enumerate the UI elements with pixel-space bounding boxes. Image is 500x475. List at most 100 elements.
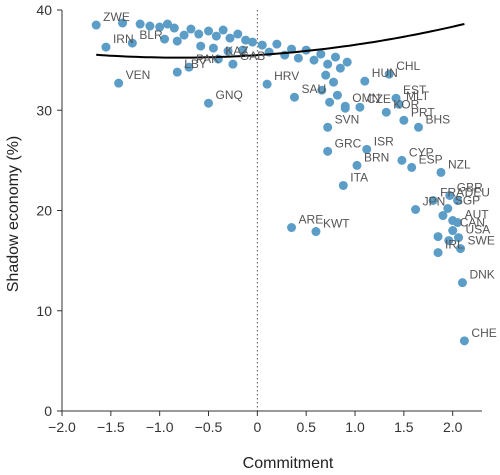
data-point (453, 218, 463, 228)
point-label: KWT (323, 217, 350, 231)
data-point (160, 34, 170, 44)
data-point (332, 90, 342, 100)
point-label: BLR (139, 28, 163, 42)
data-point (407, 162, 417, 172)
data-point (311, 227, 321, 237)
data-point (287, 223, 297, 233)
x-tick-label: −0.5 (195, 419, 223, 435)
data-point (91, 20, 101, 30)
point-label: SGP (455, 193, 480, 207)
point-label: ESP (419, 152, 443, 166)
data-point (411, 204, 421, 214)
data-point (162, 19, 172, 29)
data-point (233, 29, 243, 39)
data-point (204, 26, 214, 36)
points-layer (91, 18, 469, 346)
data-point (335, 63, 345, 73)
point-label: KAZ (225, 44, 248, 58)
point-label: AUT (465, 208, 490, 222)
y-tick-label: 30 (36, 102, 52, 118)
point-label: ITA (350, 170, 368, 184)
point-label: LBY (184, 57, 207, 71)
data-point (272, 39, 282, 49)
data-point (325, 97, 335, 107)
data-point (317, 85, 327, 95)
data-point (293, 53, 303, 63)
data-point (453, 195, 463, 205)
y-tick-label: 10 (36, 303, 52, 319)
data-point (338, 180, 348, 190)
x-tick-label: 0 (253, 419, 261, 435)
data-point (321, 70, 331, 80)
data-point (223, 46, 233, 56)
x-tick-label: 1.5 (394, 419, 414, 435)
point-label: GRC (335, 136, 362, 150)
point-label: BHS (426, 112, 451, 126)
point-label: IRL (445, 238, 464, 252)
point-label: HRV (274, 69, 299, 83)
point-label: PRT (411, 105, 435, 119)
point-label: SAU (301, 82, 326, 96)
data-point (330, 52, 340, 62)
data-point (241, 35, 251, 45)
x-tick-label: −1.5 (97, 419, 125, 435)
data-point (172, 67, 182, 77)
data-point (323, 122, 333, 132)
data-point (155, 22, 165, 32)
data-point (184, 62, 194, 72)
point-label: SVN (335, 112, 360, 126)
data-point (257, 40, 267, 50)
x-tick-label: 0.5 (296, 419, 316, 435)
data-point (309, 55, 319, 65)
point-label: ZWE (103, 10, 130, 24)
data-point (218, 25, 228, 35)
data-point (247, 37, 257, 47)
point-label: IRN (113, 32, 134, 46)
data-point (428, 195, 438, 205)
data-point (262, 79, 272, 89)
data-point (211, 31, 221, 41)
point-label: MLT (406, 89, 430, 103)
data-point (204, 98, 214, 108)
point-label: PAK (196, 52, 219, 66)
data-point (323, 146, 333, 156)
data-point (340, 101, 350, 111)
data-point (414, 122, 424, 132)
data-point (459, 336, 469, 346)
data-point (448, 226, 458, 236)
point-label: USA (466, 223, 491, 237)
point-label: CAN (460, 216, 485, 230)
data-point (114, 78, 124, 88)
point-label: HUN (372, 66, 398, 80)
data-point (316, 49, 326, 59)
point-label: VEN (126, 68, 151, 82)
data-point (289, 92, 299, 102)
data-point (445, 190, 455, 200)
point-label: FRA (440, 185, 464, 199)
x-tick-label: 1.0 (345, 419, 365, 435)
data-point (179, 30, 189, 40)
point-label: CYP (409, 145, 434, 159)
data-point (208, 43, 218, 53)
point-label: BRN (364, 150, 389, 164)
point-label: KOR (393, 97, 419, 111)
data-point (145, 21, 155, 31)
data-point (101, 42, 111, 52)
y-axis-title: Shadow economy (%) (5, 136, 22, 293)
data-point (444, 236, 454, 246)
point-label: ISR (374, 134, 394, 148)
y-tick-label: 20 (36, 203, 52, 219)
point-label: OMN (352, 91, 380, 105)
x-axis-title: Commitment (243, 455, 334, 472)
point-label: GBR (457, 180, 483, 194)
data-point (433, 232, 443, 242)
x-tick-label: 2.0 (443, 419, 463, 435)
data-point (436, 167, 446, 177)
data-point (397, 155, 407, 165)
fit-curve (96, 23, 465, 59)
data-point (438, 211, 448, 221)
point-label: GAB (240, 49, 265, 63)
point-label: CHL (396, 59, 420, 73)
x-tick-label: −2.0 (48, 419, 76, 435)
